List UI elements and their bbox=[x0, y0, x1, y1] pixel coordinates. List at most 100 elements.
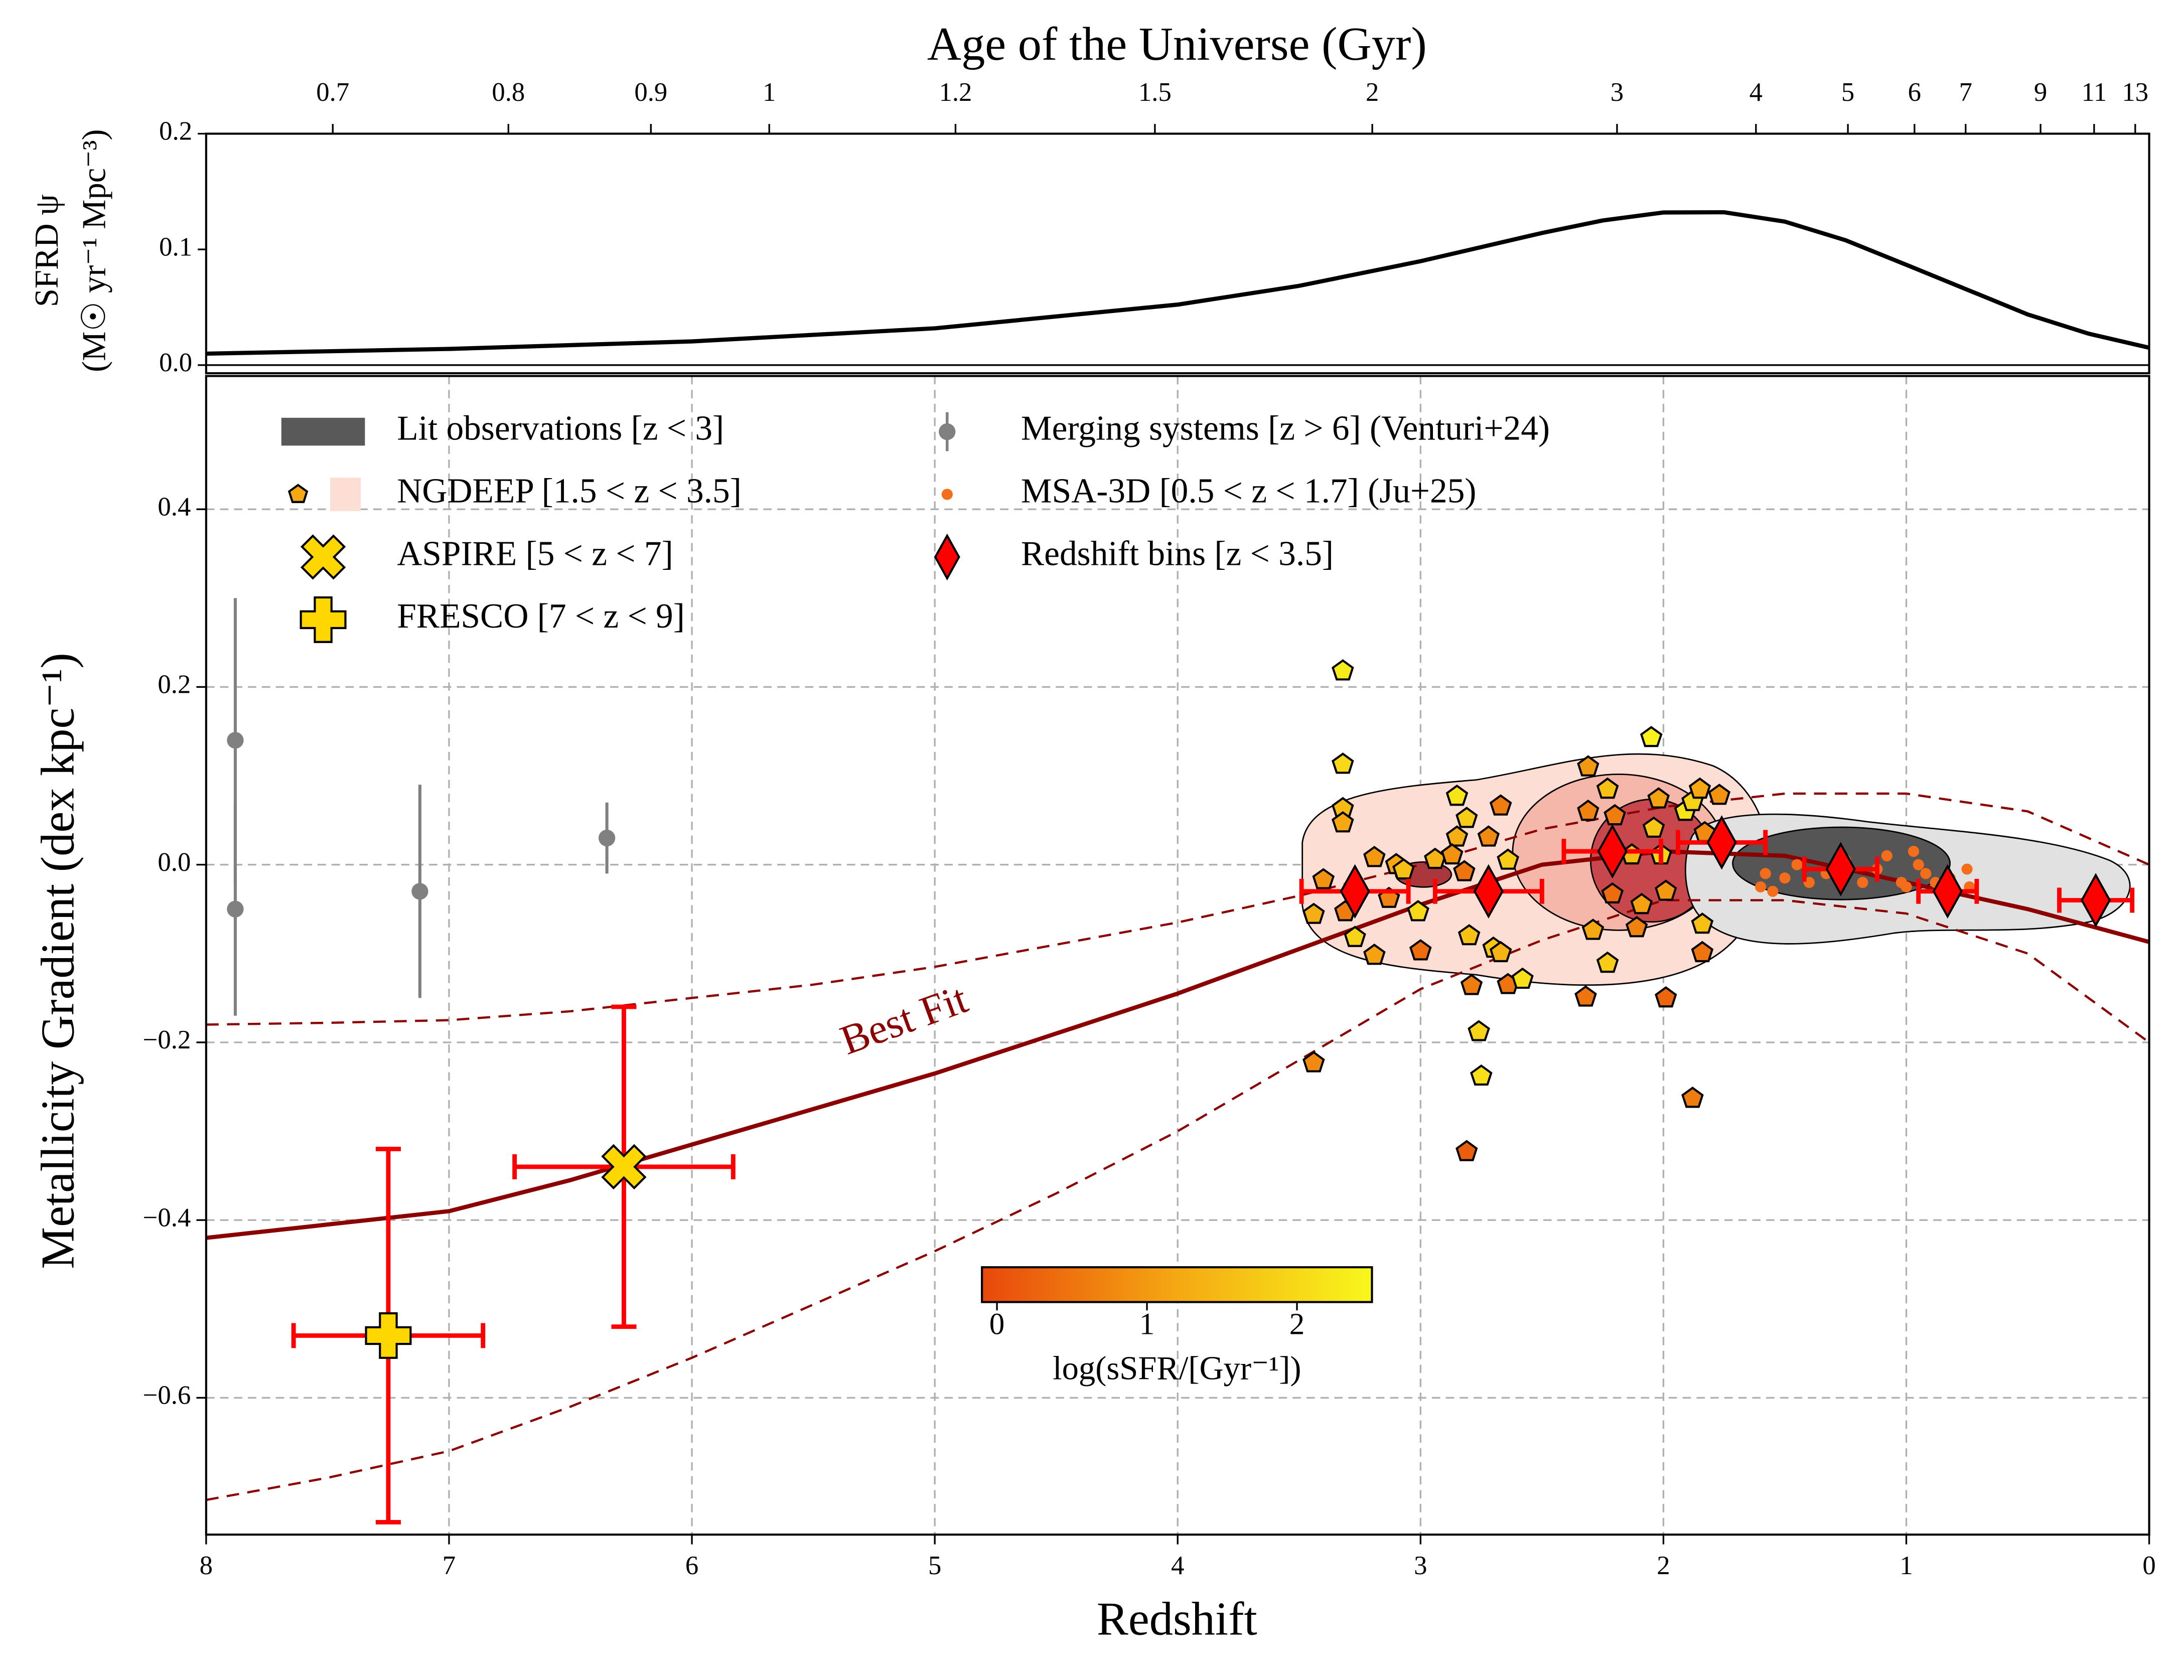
fit-band bbox=[206, 792, 2150, 1026]
pentagon-marker bbox=[1468, 1020, 1490, 1041]
sfrd-axis-units: (M☉ yr⁻¹ Mpc⁻³) bbox=[76, 129, 113, 372]
pentagon-marker bbox=[1455, 1140, 1478, 1161]
y-tick-label: −0.6 bbox=[143, 1381, 191, 1410]
circle-marker bbox=[598, 829, 616, 847]
pentagon-marker bbox=[1655, 986, 1677, 1008]
pentagon-marker bbox=[1392, 858, 1415, 880]
dot-marker bbox=[1913, 859, 1924, 870]
pentagon-marker bbox=[1445, 825, 1469, 847]
pentagon-marker bbox=[1688, 777, 1711, 799]
legend-swatch bbox=[281, 417, 365, 446]
diamond-marker bbox=[1340, 864, 1370, 919]
pentagon-marker bbox=[1574, 985, 1597, 1007]
x-tick-label: 1 bbox=[1900, 1551, 1913, 1580]
legend-label: Merging systems [z > 6] (Venturi+24) bbox=[1021, 409, 1550, 447]
x-tick-label: 2 bbox=[1657, 1551, 1670, 1580]
diamond-marker bbox=[1932, 864, 1963, 919]
x-marker bbox=[601, 1144, 647, 1190]
dot-marker bbox=[1908, 846, 1920, 857]
diamond-marker bbox=[1706, 815, 1737, 870]
top-tick-label: 7 bbox=[1959, 78, 1972, 107]
legend-label: MSA-3D [0.5 < z < 1.7] (Ju+25) bbox=[1021, 472, 1477, 510]
top-tick-label: 1.5 bbox=[1138, 78, 1172, 107]
pentagon-marker bbox=[1302, 902, 1325, 924]
dot-marker bbox=[1857, 877, 1868, 888]
x-tick-label: 0 bbox=[2142, 1551, 2155, 1580]
legend: Lit observations [z < 3] NGDEEP [1.5 < z … bbox=[281, 409, 1550, 643]
fit-band bbox=[206, 899, 2150, 1501]
top-tick-label: 3 bbox=[1611, 78, 1624, 107]
sfrd-axis-title: SFRD ψ bbox=[29, 194, 65, 307]
legend-label: Redshift bins [z < 3.5] bbox=[1021, 534, 1334, 573]
top-tick-label: 13 bbox=[2122, 78, 2148, 107]
x-tick-label: 3 bbox=[1414, 1551, 1427, 1580]
x-tick-label: 6 bbox=[685, 1551, 698, 1580]
pentagon-marker bbox=[1647, 787, 1670, 809]
top-tick-label: 6 bbox=[1908, 78, 1921, 107]
diamond-marker bbox=[1473, 864, 1504, 919]
pentagon-marker bbox=[1407, 900, 1429, 922]
x-tick-label: 8 bbox=[200, 1551, 213, 1580]
pentagon-marker bbox=[1477, 825, 1500, 847]
y-tick-label: −0.2 bbox=[143, 1025, 191, 1054]
dot-marker bbox=[941, 489, 953, 500]
pentagon-marker bbox=[1445, 784, 1469, 806]
legend-label: FRESCO [7 < z < 9] bbox=[397, 597, 685, 636]
legend-label: ASPIRE [5 < z < 7] bbox=[397, 534, 673, 573]
colorbar-scale bbox=[981, 1266, 1373, 1303]
dot-marker bbox=[1779, 872, 1791, 884]
circle-marker bbox=[411, 883, 428, 900]
diamond-marker bbox=[1825, 842, 1856, 896]
top-tick-label: 0.8 bbox=[492, 78, 525, 107]
dot-marker bbox=[1901, 881, 1912, 893]
x-tick-label: 7 bbox=[443, 1551, 456, 1580]
pentagon-marker bbox=[1453, 860, 1476, 881]
top-tick-label: 5 bbox=[1841, 78, 1854, 107]
top-axis-title: Age of the Universe (Gyr) bbox=[927, 18, 1427, 70]
pentagon-marker bbox=[1497, 848, 1519, 870]
legend-label: NGDEEP [1.5 < z < 3.5] bbox=[397, 472, 742, 510]
top-tick-label: 4 bbox=[1750, 78, 1763, 107]
x-tick-label: 4 bbox=[1171, 1551, 1184, 1580]
pentagon-marker bbox=[1581, 919, 1605, 940]
y-tick-label: −0.4 bbox=[143, 1203, 191, 1232]
circle-marker bbox=[939, 423, 956, 440]
dot-marker bbox=[1767, 885, 1779, 897]
diamond-marker bbox=[2080, 873, 2111, 928]
legend-label: Lit observations [z < 3] bbox=[397, 409, 724, 447]
pentagon-marker bbox=[1489, 794, 1512, 816]
colorbar-label: log(sSFR/[Gyr⁻¹]) bbox=[1053, 1350, 1301, 1387]
x-tick-label: 5 bbox=[928, 1551, 941, 1580]
dot-marker bbox=[1920, 868, 1932, 879]
pentagon-marker bbox=[1655, 879, 1677, 901]
pentagon-marker bbox=[1455, 807, 1478, 828]
y-tick-label: 0.0 bbox=[158, 848, 191, 877]
pentagon-marker bbox=[1681, 1087, 1704, 1108]
pentagon-marker bbox=[1363, 846, 1386, 867]
plus-marker bbox=[300, 596, 347, 643]
pentagon-marker bbox=[1458, 924, 1481, 946]
top-tick-label: 11 bbox=[2081, 78, 2107, 107]
top-tick-label: 0.9 bbox=[634, 78, 667, 107]
pentagon-marker bbox=[1363, 943, 1386, 965]
dot-marker bbox=[1755, 881, 1767, 893]
grid: 8 7 6 5 4 3 2 1 0 −0.6 −0.4 −0.2 0.0 0.2 0.4 bbox=[143, 376, 2156, 1580]
pentagon-marker bbox=[1691, 941, 1714, 963]
colorbar-tick-label: 1 bbox=[1139, 1308, 1155, 1341]
colorbar-tick-label: 2 bbox=[1289, 1308, 1305, 1341]
pentagon-marker bbox=[1302, 1051, 1325, 1073]
pentagon-marker bbox=[1577, 755, 1599, 777]
pentagon-marker bbox=[1511, 967, 1534, 989]
circle-marker bbox=[227, 900, 244, 918]
diamond-marker bbox=[1597, 824, 1628, 879]
pentagon-marker bbox=[1460, 974, 1483, 995]
main-frame bbox=[205, 375, 2150, 1536]
pentagon-marker bbox=[1489, 941, 1512, 963]
pentagon-marker bbox=[1604, 804, 1626, 826]
x-axis-title: Redshift bbox=[1097, 1593, 1257, 1645]
pentagon-marker bbox=[1640, 726, 1663, 747]
y-tick-label: 0.4 bbox=[158, 492, 191, 521]
